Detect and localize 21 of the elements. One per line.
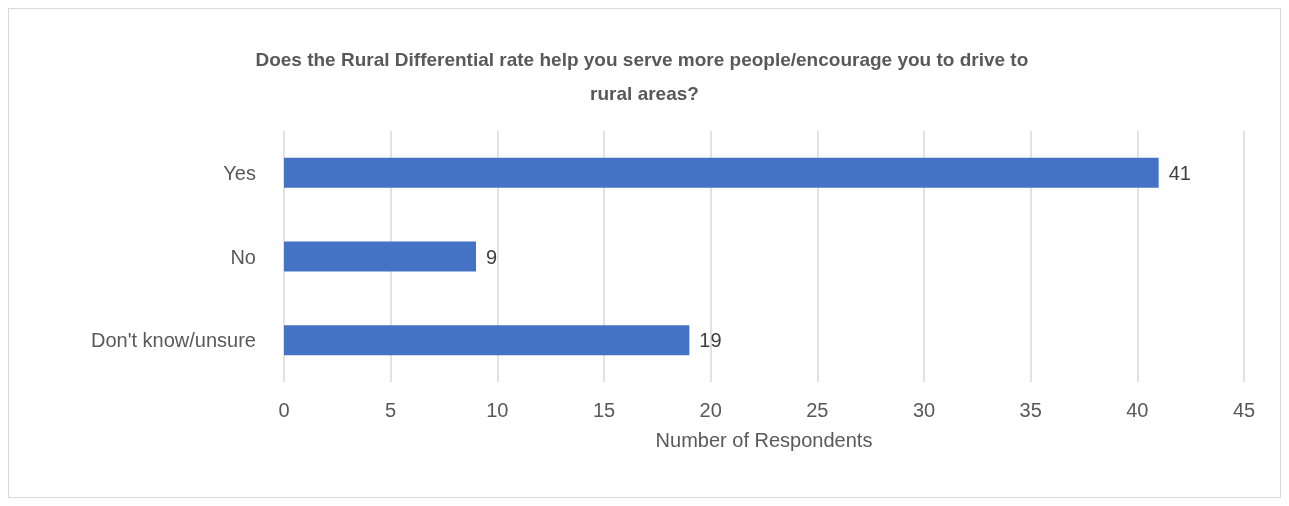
x-tick-label: 20 [699, 399, 722, 421]
y-tick-label: Yes [223, 161, 256, 184]
x-tick-label: 15 [592, 399, 616, 421]
y-tick-label: Don't know/unsure [90, 329, 256, 352]
bar [284, 157, 1159, 188]
x-axis-title: Number of Respondents [655, 429, 873, 451]
data-label: 19 [699, 329, 722, 352]
bar [284, 241, 476, 272]
x-tick-label: 5 [385, 399, 397, 421]
x-tick-label: 10 [486, 399, 509, 421]
x-tick-label: 0 [278, 399, 290, 421]
x-tick-label: 40 [1126, 399, 1149, 421]
x-tick-label: 35 [1019, 399, 1042, 421]
data-label: 9 [486, 245, 498, 268]
data-label: 41 [1168, 161, 1191, 184]
x-tick-label: 25 [806, 399, 829, 421]
y-tick-label: No [230, 245, 256, 268]
bar [284, 325, 690, 356]
chart-title: Does the Rural Differential rate help you serve more people/encourage you to drive to rural areas? [255, 48, 1034, 104]
x-tick-label: 30 [912, 399, 936, 421]
x-tick-label: 45 [1232, 399, 1256, 421]
